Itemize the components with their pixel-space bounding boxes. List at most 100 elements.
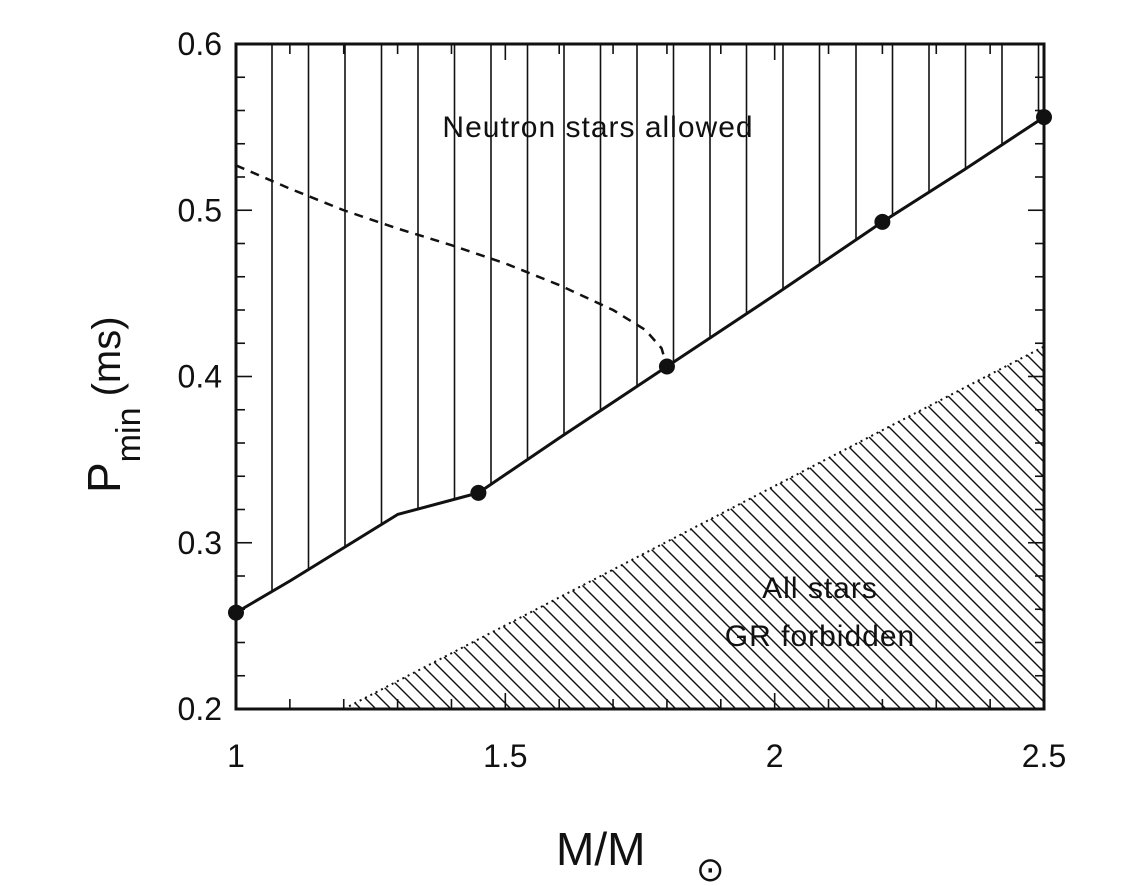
forbidden-hatch-line [1086, 144, 1122, 764]
y-axis-title-unit: (ms) [85, 316, 129, 407]
forbidden-hatch-line [680, 346, 1044, 709]
forbidden-hatch-line [620, 346, 1044, 709]
forbidden-hatch-line [343, 346, 777, 709]
forbidden-hatch-line [650, 346, 1044, 709]
forbidden-hatch-line [425, 346, 1044, 709]
y-tick-label: 0.5 [178, 192, 222, 228]
x-tick-label: 2 [766, 738, 784, 774]
svg-text:Pmin (ms): Pmin (ms) [78, 316, 148, 493]
forbidden-hatch-line [343, 346, 942, 709]
forbidden-hatch-line [665, 346, 1044, 709]
forbidden-hatch-line [343, 346, 882, 709]
forbidden-hatch-line [343, 346, 792, 709]
forbidden-hatch-line [343, 346, 627, 709]
forbidden-hatch-line [343, 346, 447, 709]
forbidden-hatch-line [590, 346, 1044, 709]
forbidden-hatch-line [410, 346, 1032, 709]
forbidden-hatch-line [1116, 144, 1122, 764]
forbidden-hatch-line [350, 346, 972, 709]
y-tick-label: 0.3 [178, 525, 222, 561]
forbidden-hatch-line [935, 346, 1044, 709]
forbidden-hatch-line [343, 346, 417, 709]
forbidden-hatch-line [560, 346, 1044, 709]
forbidden-hatch-line [1071, 144, 1122, 764]
forbidden-hatch-line [380, 346, 1002, 709]
forbidden-hatch-line [875, 346, 1044, 709]
forbidden-hatch-line [710, 346, 1044, 709]
x-tick-label: 1 [227, 738, 245, 774]
y-tick-label: 0.4 [178, 359, 222, 395]
forbidden-hatch-line [575, 346, 1044, 709]
forbidden-hatch-line [1040, 346, 1044, 709]
y-axis-title-subscript: min [110, 408, 148, 463]
y-axis-title-base: P [78, 462, 130, 493]
forbidden-hatch-line [485, 346, 1044, 709]
forbidden-hatch-line [343, 346, 462, 709]
forbidden-hatch-line [500, 346, 1044, 709]
forbidden-hatch-line [343, 346, 387, 709]
forbidden-hatch-line [343, 346, 927, 709]
y-tick-label: 0.6 [178, 26, 222, 62]
forbidden-hatch-line [755, 346, 1044, 709]
forbidden-hatch-line [343, 346, 702, 709]
forbidden-hatch-line [343, 346, 372, 709]
forbidden-hatch-line [1101, 144, 1122, 764]
forbidden-hatch-line [343, 346, 507, 709]
forbidden-hatch-line [343, 346, 432, 709]
forbidden-hatch-line [343, 346, 807, 709]
forbidden-hatch-line [343, 346, 762, 709]
forbidden-hatch-line [365, 346, 987, 709]
forbidden-hatch-line [343, 346, 687, 709]
forbidden-hatch-line [343, 346, 567, 709]
forbidden-hatch-line [343, 346, 642, 709]
x-axis-title-solar-symbol: ⊙ [696, 851, 725, 886]
forbidden-hatch-line [343, 346, 852, 709]
forbidden-hatch-line [343, 346, 612, 709]
forbidden-hatch-line [343, 346, 477, 709]
allowed-region-label: Neutron stars allowed [442, 111, 753, 144]
x-tick-label: 2.5 [1022, 738, 1066, 774]
forbidden-hatch-line [343, 346, 717, 709]
forbidden-hatch-line [343, 346, 957, 709]
forbidden-hatch-line [605, 346, 1044, 709]
forbidden-hatch-line [343, 346, 357, 709]
x-axis-title: M/M ⊙ [556, 823, 725, 886]
forbidden-hatch-line [725, 346, 1044, 709]
y-tick-label: 0.2 [178, 691, 222, 727]
forbidden-hatch-line [343, 346, 552, 709]
forbidden-hatch-line [395, 346, 1017, 709]
forbidden-region-label-line1: All stars [762, 572, 878, 605]
forbidden-hatch-line [343, 346, 867, 709]
forbidden-hatch-line [980, 346, 1044, 709]
forbidden-hatch-line [785, 346, 1044, 709]
forbidden-hatch-line [995, 346, 1044, 709]
forbidden-region-label-line2: GR forbidden [725, 620, 915, 653]
forbidden-hatch-line [1025, 346, 1044, 709]
y-axis-title: Pmin (ms) [78, 316, 148, 493]
forbidden-region-hatch [343, 144, 1122, 764]
forbidden-hatch-line [343, 346, 747, 709]
forbidden-hatch-line [343, 346, 537, 709]
forbidden-hatch-line [635, 346, 1044, 709]
forbidden-hatch-line [343, 346, 402, 709]
forbidden-hatch-line [343, 346, 897, 709]
forbidden-hatch-line [695, 346, 1044, 709]
x-tick-label: 1.5 [483, 738, 527, 774]
forbidden-hatch-line [1056, 144, 1122, 764]
data-point [874, 213, 891, 230]
forbidden-hatch-line [845, 346, 1044, 709]
gr-forbidden-boundary [343, 345, 1045, 710]
forbidden-hatch-line [545, 346, 1044, 709]
dashed-curve [236, 164, 669, 367]
forbidden-hatch-line [343, 346, 582, 709]
forbidden-hatch-line [530, 346, 1044, 709]
x-axis-title-base: M/M [556, 823, 645, 875]
forbidden-hatch-line [343, 346, 597, 709]
forbidden-hatch-line [455, 346, 1044, 709]
svg-text:M/M: M/M [556, 823, 645, 875]
data-point [658, 358, 675, 375]
data-point [470, 484, 487, 501]
forbidden-hatch-line [343, 346, 822, 709]
solid-curve [236, 115, 1044, 614]
